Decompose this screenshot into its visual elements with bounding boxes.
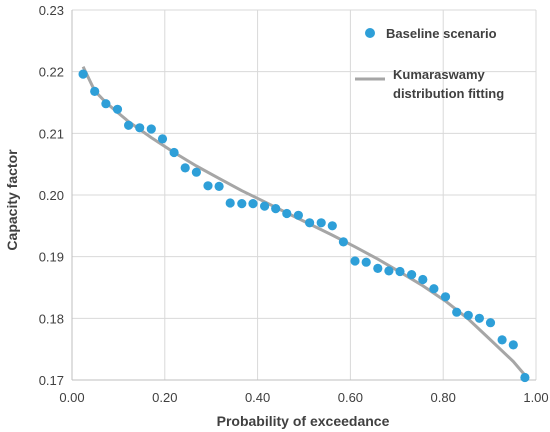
legend: Baseline scenario Kumaraswamy distributi… <box>355 26 504 101</box>
data-point <box>248 199 258 209</box>
data-point <box>384 266 394 276</box>
data-point <box>520 372 530 383</box>
legend-label-fit-line1: Kumaraswamy <box>393 67 486 82</box>
data-point <box>452 307 462 317</box>
y-tick-label: 0.20 <box>39 188 64 203</box>
data-point <box>497 335 507 345</box>
data-point <box>101 99 111 109</box>
legend-marker-baseline <box>365 28 375 38</box>
data-point <box>191 167 201 177</box>
data-point <box>293 210 303 220</box>
fit-line <box>81 66 527 377</box>
data-point <box>112 104 123 114</box>
data-point <box>305 218 315 228</box>
data-point <box>440 292 451 302</box>
data-point <box>169 147 179 158</box>
gridlines <box>72 9 537 380</box>
y-tick-label: 0.21 <box>39 126 64 141</box>
data-point <box>485 318 496 328</box>
data-point <box>395 266 405 277</box>
data-point <box>214 181 224 191</box>
data-point <box>327 221 337 231</box>
data-point <box>124 120 134 130</box>
data-point <box>463 310 473 320</box>
x-tick-label: 0.60 <box>338 390 363 405</box>
x-axis-title: Probability of exceedance <box>217 413 390 429</box>
x-tick-label: 0.20 <box>152 390 177 405</box>
data-point <box>429 284 439 294</box>
x-tick-labels: 0.00 0.20 0.40 0.60 0.80 1.00 <box>59 390 548 405</box>
y-tick-label: 0.22 <box>39 65 64 80</box>
y-axis-title: Capacity factor <box>4 149 20 251</box>
x-tick-label: 1.00 <box>523 390 548 405</box>
data-point <box>373 263 383 273</box>
legend-label-fit-line2: distribution fitting <box>393 86 504 101</box>
data-point <box>316 218 326 228</box>
data-point <box>180 163 190 173</box>
data-point <box>78 69 88 79</box>
y-tick-label: 0.19 <box>39 250 64 265</box>
data-point <box>474 313 484 323</box>
fit-line-series <box>81 66 527 377</box>
data-point <box>350 256 360 266</box>
y-tick-label: 0.17 <box>39 373 64 388</box>
data-point <box>260 201 270 211</box>
axes <box>71 10 536 381</box>
data-point <box>418 274 428 285</box>
data-point <box>135 123 145 133</box>
data-point <box>338 237 348 247</box>
data-point <box>237 199 247 209</box>
data-point <box>271 204 281 214</box>
y-tick-label: 0.23 <box>39 3 64 18</box>
x-tick-label: 0.40 <box>245 390 270 405</box>
scatter-series <box>78 69 530 383</box>
data-point <box>157 134 168 144</box>
data-point <box>508 340 518 350</box>
data-point <box>361 257 371 267</box>
x-tick-label: 0.80 <box>431 390 456 405</box>
data-point <box>407 270 417 280</box>
legend-label-baseline: Baseline scenario <box>386 26 497 41</box>
data-point <box>146 124 156 134</box>
y-tick-labels: 0.17 0.18 0.19 0.20 0.21 0.22 0.23 <box>39 3 64 388</box>
y-tick-label: 0.18 <box>39 311 64 326</box>
data-point <box>203 181 213 191</box>
x-tick-label: 0.00 <box>59 390 84 405</box>
data-point <box>225 198 235 208</box>
data-point <box>282 208 292 219</box>
data-point <box>90 86 100 96</box>
